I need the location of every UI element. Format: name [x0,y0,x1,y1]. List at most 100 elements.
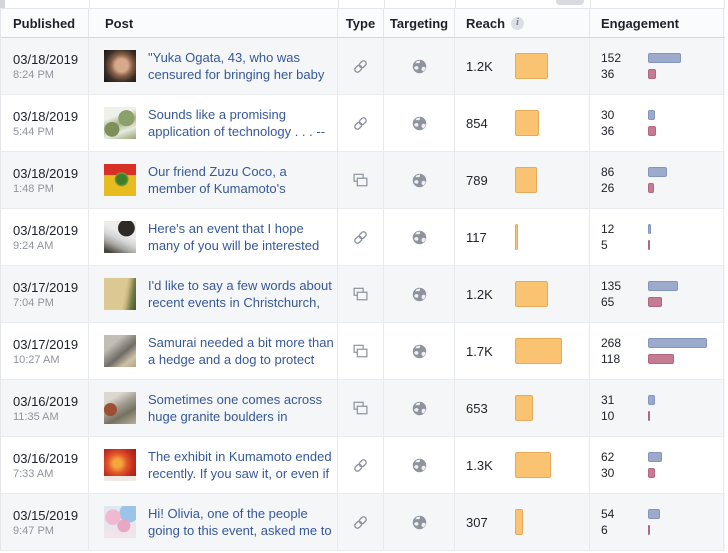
reach-bar [515,224,518,250]
engagement-primary-bar [648,281,678,291]
column-header-reach: Reach i [455,9,590,37]
post-thumbnail[interactable] [104,50,136,82]
globe-targeting-icon [412,59,426,73]
post-link[interactable]: Sounds like a promising application of t… [148,107,326,139]
published-time: 1:48 PM [13,182,54,195]
post-thumbnail[interactable] [104,392,136,424]
post-row[interactable]: 03/15/2019 9:47 PM Hi! Olivia, one of th… [1,494,725,551]
post-thumbnail[interactable] [104,164,136,196]
engagement-secondary-value: 26 [601,181,615,195]
targeting-cell [384,380,455,436]
engagement-bars [648,395,655,421]
type-cell [338,437,384,493]
engagement-primary-value: 54 [601,507,615,521]
published-date: 03/15/2019 [13,507,79,523]
post-thumbnail[interactable] [104,335,136,367]
post-row[interactable]: 03/18/2019 5:44 PM Sounds like a promisi… [1,95,725,152]
post-thumbnail[interactable] [104,221,136,253]
reach-value: 789 [466,172,488,188]
engagement-cell: 268 118 [590,323,724,379]
post-link[interactable]: The exhibit in Kumamoto ended recently. … [148,449,332,481]
photos-type-icon [353,173,368,186]
post-cell: Sometimes one comes across huge granite … [89,380,338,436]
post-link[interactable]: Samurai needed a bit more than a hedge a… [148,335,334,367]
published-header-label: Published [13,15,76,31]
engagement-secondary-bar [648,525,650,535]
engagement-values: 30 36 [601,107,648,139]
post-thumbnail[interactable] [104,506,136,538]
reach-info-icon[interactable]: i [511,16,525,30]
post-link[interactable]: Hi! Olivia, one of the people going to t… [148,506,332,538]
engagement-primary-bar [648,395,655,405]
targeting-cell [384,209,455,265]
post-link[interactable]: "Yuka Ogata, 43, who was censured for br… [148,50,325,82]
post-row[interactable]: 03/17/2019 7:04 PM I'd like to say a few… [1,266,725,323]
post-row[interactable]: 03/17/2019 10:27 AM Samurai needed a bit… [1,323,725,380]
engagement-cell: 152 36 [590,38,724,94]
engagement-cell: 30 36 [590,95,724,151]
engagement-values: 54 6 [601,506,648,538]
targeting-cell [384,95,455,151]
published-time: 7:33 AM [13,467,54,480]
post-thumbnail[interactable] [104,449,136,481]
engagement-values: 31 10 [601,392,648,424]
post-link[interactable]: Here's an event that I hope many of you … [148,221,320,253]
engagement-header-label: Engagement [601,15,680,31]
reach-bar [515,509,523,535]
type-cell [338,494,384,550]
post-thumbnail[interactable] [104,278,136,310]
published-cell: 03/18/2019 1:48 PM [1,152,89,208]
post-link[interactable]: Sometimes one comes across huge granite … [148,392,323,424]
reach-cell: 1.2K [455,38,590,94]
reach-bar [515,281,548,307]
reach-value: 1.2K [466,58,493,74]
reach-cell: 117 [455,209,590,265]
reach-cell: 1.7K [455,323,590,379]
reach-value: 1.2K [466,286,493,302]
globe-targeting-icon [412,344,426,358]
engagement-primary-value: 31 [601,393,615,407]
engagement-secondary-value: 10 [601,409,615,423]
engagement-primary-bar [648,53,681,63]
post-cell: I'd like to say a few words about recent… [89,266,338,322]
info-letter: i [516,17,519,28]
post-cell: The exhibit in Kumamoto ended recently. … [89,437,338,493]
type-cell [338,38,384,94]
engagement-secondary-value: 30 [601,466,615,480]
engagement-cell: 86 26 [590,152,724,208]
engagement-cell: 12 5 [590,209,724,265]
engagement-primary-bar [648,338,707,348]
post-cell: Sounds like a promising application of t… [89,95,338,151]
globe-targeting-icon [412,515,426,529]
post-row[interactable]: 03/16/2019 7:33 AM The exhibit in Kumamo… [1,437,725,494]
post-row[interactable]: 03/18/2019 9:24 AM Here's an event that … [1,209,725,266]
type-cell [338,380,384,436]
engagement-secondary-value: 118 [601,352,621,366]
engagement-secondary-value: 5 [601,238,608,252]
engagement-secondary-bar [648,69,656,79]
reach-value: 854 [466,115,488,131]
engagement-values: 62 30 [601,449,648,481]
reach-value: 117 [466,229,487,245]
reach-bar [515,167,537,193]
post-row[interactable]: 03/18/2019 1:48 PM Our friend Zuzu Coco,… [1,152,725,209]
type-header-label: Type [345,15,376,31]
post-link[interactable]: I'd like to say a few words about recent… [148,278,332,310]
reach-value: 307 [466,514,488,530]
published-time: 11:35 AM [13,410,59,423]
targeting-cell [384,38,455,94]
post-row[interactable]: 03/18/2019 8:24 PM "Yuka Ogata, 43, who … [1,38,725,95]
post-link[interactable]: Our friend Zuzu Coco, a member of Kumamo… [148,164,287,196]
engagement-primary-value: 30 [601,108,615,122]
post-thumbnail[interactable] [104,107,136,139]
engagement-cell: 62 30 [590,437,724,493]
engagement-primary-value: 86 [601,165,615,179]
cropped-top-strip [0,0,728,8]
engagement-primary-value: 62 [601,450,615,464]
engagement-secondary-bar [648,297,662,307]
reach-value: 1.3K [466,457,493,473]
column-header-post: Post [89,9,338,37]
post-row[interactable]: 03/16/2019 11:35 AM Sometimes one comes … [1,380,725,437]
published-time: 10:27 AM [13,353,60,366]
engagement-bars [648,281,678,307]
